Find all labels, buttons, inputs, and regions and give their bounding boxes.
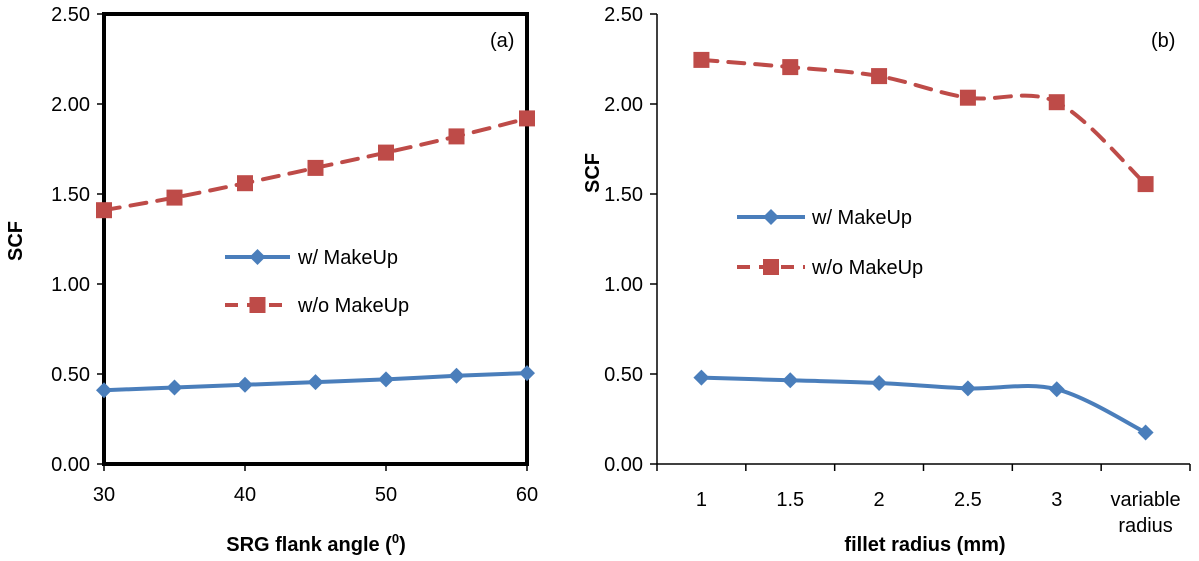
x-tick-label: 50 — [375, 484, 397, 506]
x-axis-label: SRG flank angle (0) — [226, 531, 406, 556]
data-point-without-makeup — [519, 110, 535, 127]
x-axis-label-tail: ) — [399, 534, 406, 556]
y-axis-label: SCF — [582, 153, 604, 193]
data-point-without-makeup — [1048, 94, 1065, 111]
data-point-with-makeup — [96, 382, 112, 399]
legend-marker — [249, 297, 266, 313]
series-line-with-makeup — [699, 375, 1148, 435]
y-tick-label: 0.50 — [51, 364, 90, 386]
data-point-with-makeup — [448, 367, 465, 384]
data-point-without-makeup — [378, 144, 394, 161]
data-point-without-makeup — [96, 202, 112, 219]
x-tick-label: 2 — [874, 489, 885, 511]
data-point-with-makeup — [693, 369, 710, 386]
y-tick-label: 1.00 — [51, 274, 90, 296]
data-point-without-makeup — [871, 68, 888, 85]
legend-label: w/o MakeUp — [811, 257, 923, 279]
y-tick-label: 1.50 — [51, 184, 90, 206]
panel-label: (b) — [1151, 30, 1175, 52]
x-tick-label: 30 — [93, 484, 115, 506]
plot-frame — [102, 12, 529, 466]
x-tick-label-line: radius — [1118, 515, 1172, 537]
legend-label: w/ MakeUp — [811, 207, 912, 229]
x-tick-label: 3 — [1051, 489, 1062, 511]
data-point-without-makeup — [1137, 176, 1154, 193]
y-tick-label: 0.00 — [604, 454, 643, 476]
x-axis-label-text: SRG flank angle ( — [226, 534, 392, 556]
panel-a-chart: 0.00 0.50 1.00 1.50 2.00 2.50 30 40 50 60 SCF SRG f… — [5, 4, 538, 556]
legend-label: w/o MakeUp — [297, 295, 409, 317]
x-tick-label: 1.5 — [776, 489, 804, 511]
x-axis-label-text: fillet radius (mm) — [844, 534, 1005, 556]
legend-marker — [763, 209, 779, 225]
x-axis-label: fillet radius (mm) — [844, 534, 1005, 556]
data-point-with-makeup — [237, 376, 253, 393]
x-tick-label: 60 — [516, 484, 538, 506]
data-point-without-makeup — [307, 159, 324, 176]
data-point-with-makeup — [166, 379, 183, 396]
data-point-with-makeup — [871, 375, 888, 391]
y-tick-label: 2.50 — [604, 4, 643, 26]
data-point-with-makeup — [959, 380, 976, 397]
data-point-without-makeup — [782, 59, 799, 76]
data-point-with-makeup — [1048, 381, 1065, 398]
panel-b-chart: 0.00 0.50 1.00 1.50 2.00 2.50 1 1.5 2 2.5 3 variabl… — [582, 4, 1191, 556]
data-point-with-makeup — [519, 365, 535, 382]
y-tick-label: 2.50 — [51, 4, 90, 26]
panel-label: (a) — [490, 30, 514, 52]
y-tick-label: 0.50 — [604, 364, 643, 386]
data-point-without-makeup — [959, 89, 976, 106]
data-point-with-makeup — [1137, 424, 1154, 441]
x-tick-label-line: 2 — [874, 489, 885, 511]
x-tick-label-line: variable — [1111, 489, 1181, 511]
x-tick-label: variable radius — [1111, 489, 1181, 537]
legend-label: w/ MakeUp — [297, 247, 398, 269]
y-tick-label: 2.00 — [604, 94, 643, 116]
data-point-with-makeup — [782, 372, 799, 389]
x-tick-label: 1 — [696, 489, 707, 511]
data-point-with-makeup — [378, 371, 394, 388]
y-tick-label: 1.00 — [604, 274, 643, 296]
legend-marker — [249, 249, 266, 265]
y-tick-label: 0.00 — [51, 454, 90, 476]
data-point-with-makeup — [307, 374, 324, 391]
y-tick-label: 1.50 — [604, 184, 643, 206]
data-point-without-makeup — [693, 51, 710, 68]
x-tick-label: 2.5 — [954, 489, 982, 511]
x-tick-label-line: 2.5 — [954, 489, 982, 511]
x-tick-label: 40 — [234, 484, 256, 506]
legend-marker — [763, 259, 779, 275]
data-point-without-makeup — [166, 189, 183, 206]
data-point-without-makeup — [237, 175, 253, 192]
x-axis-label-superscript: 0 — [392, 531, 399, 546]
x-tick-label-line: 1 — [696, 489, 707, 511]
x-tick-label-line: 1.5 — [776, 489, 804, 511]
y-tick-label: 2.00 — [51, 94, 90, 116]
y-axis-label: SCF — [5, 221, 27, 261]
data-point-without-makeup — [448, 128, 465, 145]
x-tick-label-line: 3 — [1051, 489, 1062, 511]
